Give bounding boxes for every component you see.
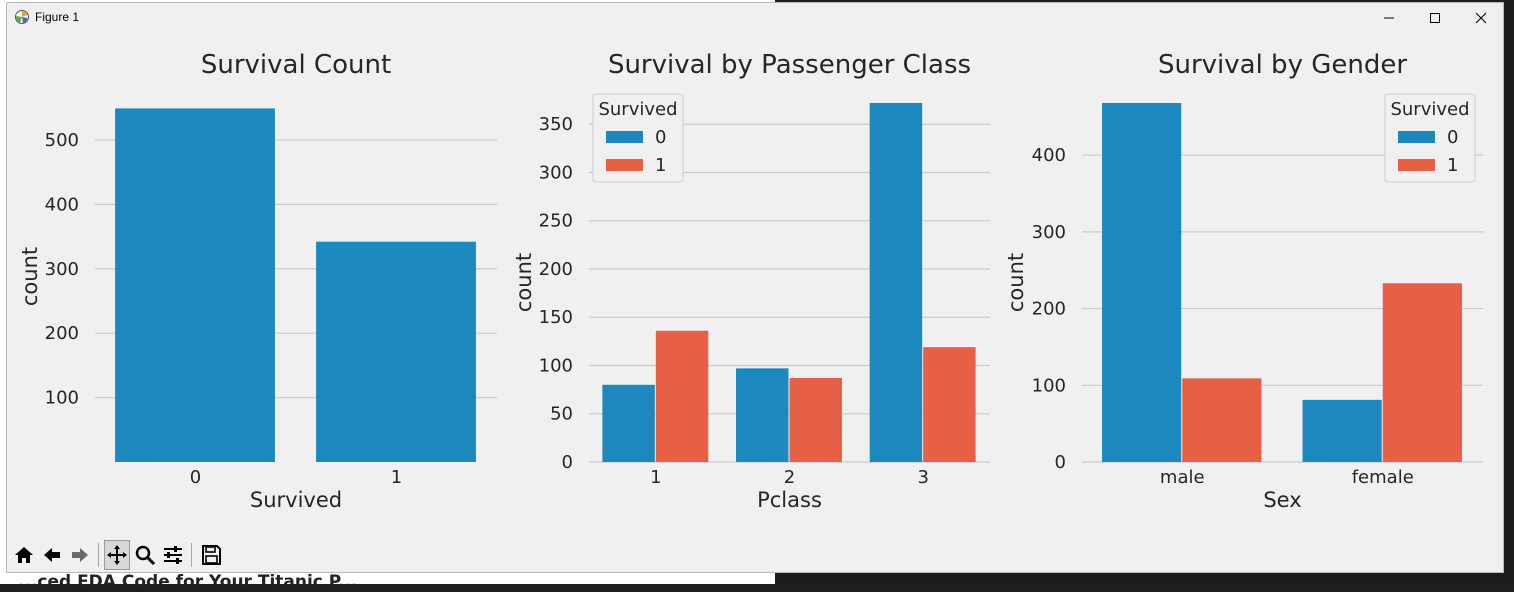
legend: Survived 0 1 [592, 93, 684, 183]
legend-entry: 0 [1447, 127, 1458, 148]
matplotlib-icon [15, 10, 29, 24]
y-tick-label: 300 [45, 259, 79, 280]
bar [789, 378, 842, 462]
maximize-icon [1430, 13, 1440, 23]
bar [923, 347, 976, 462]
bar [655, 330, 709, 462]
minimize-icon [1384, 17, 1394, 19]
bar [115, 108, 275, 462]
toolbar-separator [98, 543, 99, 567]
bar [869, 103, 923, 462]
y-tick-label: 400 [45, 194, 79, 215]
forward-button[interactable] [67, 540, 93, 570]
close-icon [1475, 12, 1487, 24]
y-tick-label: 350 [539, 114, 573, 135]
back-icon [44, 548, 60, 562]
y-tick-label: 150 [539, 307, 573, 328]
y-tick-label: 300 [1032, 222, 1066, 243]
save-button[interactable] [198, 540, 224, 570]
y-tick-label: 250 [539, 211, 573, 232]
y-axis-label: count [512, 253, 536, 312]
configure-subplots-icon [164, 546, 182, 564]
x-tick-label: female [1352, 467, 1414, 488]
chart-2: 0 50 100 150 200 250 300 350 1 2 3 Survival by Pass… [512, 50, 990, 512]
y-tick-label: 100 [539, 355, 573, 376]
x-tick-label: 0 [190, 467, 201, 488]
pan-button[interactable] [104, 540, 130, 570]
zoom-button[interactable] [132, 540, 158, 570]
x-axis-label: Survived [250, 488, 342, 512]
x-axis-label: Sex [1263, 488, 1301, 512]
bar [736, 368, 789, 462]
y-tick-label: 0 [1055, 452, 1066, 473]
back-button[interactable] [39, 540, 65, 570]
legend-entry: 0 [655, 127, 666, 148]
legend-entry: 1 [1447, 155, 1458, 176]
legend-title: Survived [598, 99, 677, 120]
y-tick-label: 50 [550, 404, 573, 425]
maximize-button[interactable] [1412, 3, 1458, 33]
legend-title: Survived [1390, 99, 1469, 120]
background-heading: ...ced EDA Code for Your Titanic P... [18, 572, 358, 592]
pan-icon [107, 545, 127, 565]
bar [1102, 103, 1182, 462]
y-axis-label: count [1004, 253, 1028, 312]
y-tick-label: 100 [1032, 375, 1066, 396]
legend-swatch [1398, 131, 1435, 143]
chart-1: 100 200 300 400 500 0 1 Survival Count Survived c… [18, 50, 497, 512]
x-axis-label: Pclass [757, 488, 822, 512]
x-tick-label: 1 [391, 467, 402, 488]
chart-title: Survival by Passenger Class [608, 50, 971, 80]
configure-subplots-button[interactable] [160, 540, 186, 570]
y-tick-label: 500 [45, 130, 79, 151]
y-tick-label: 0 [562, 452, 573, 473]
y-tick-label: 100 [45, 388, 79, 409]
y-tick-label: 300 [539, 162, 573, 183]
x-tick-label: 2 [784, 467, 795, 488]
window-title: Figure 1 [35, 10, 80, 24]
minimize-button[interactable] [1366, 3, 1412, 33]
legend-swatch [1398, 159, 1435, 171]
close-button[interactable] [1458, 3, 1504, 33]
x-tick-label: 1 [650, 467, 661, 488]
home-icon [15, 547, 33, 563]
home-button[interactable] [11, 540, 37, 570]
figure-window: Figure 1 100 200 300 400 500 0 1 Survival Count… [6, 2, 1504, 573]
save-icon [202, 545, 221, 565]
chart-3: 0 100 200 300 400 male female Survival by Gende… [1004, 50, 1483, 512]
bar [316, 241, 476, 462]
y-tick-label: 200 [1032, 299, 1066, 320]
legend-swatch [606, 159, 643, 171]
legend-entry: 1 [655, 155, 666, 176]
bar [1302, 399, 1382, 462]
chart-title: Survival by Gender [1158, 50, 1407, 80]
bar [1182, 378, 1262, 462]
title-bar[interactable]: Figure 1 [7, 3, 1503, 33]
toolbar-separator [191, 543, 192, 567]
y-tick-label: 200 [539, 259, 573, 280]
y-tick-label: 200 [45, 323, 79, 344]
x-tick-label: male [1160, 467, 1205, 488]
forward-icon [72, 548, 88, 562]
x-tick-label: 3 [917, 467, 928, 488]
y-tick-label: 400 [1032, 145, 1066, 166]
bar [1382, 283, 1462, 462]
legend-swatch [606, 131, 643, 143]
bar [602, 384, 655, 462]
chart-title: Survival Count [201, 50, 391, 80]
zoom-icon [135, 545, 156, 566]
y-axis-label: count [18, 247, 42, 306]
legend: Survived 0 1 [1384, 93, 1476, 183]
